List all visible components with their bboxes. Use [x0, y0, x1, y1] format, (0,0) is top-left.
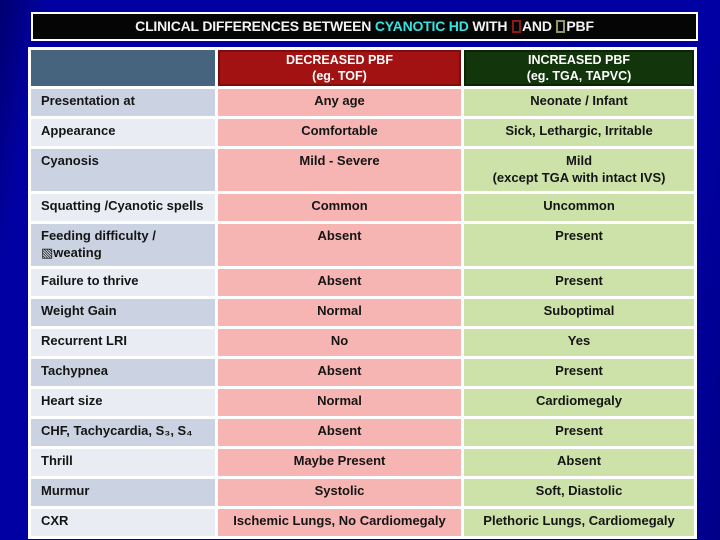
title-prefix: CLINICAL DIFFERENCES BETWEEN: [135, 18, 375, 34]
table-row-thrill: Thrill Maybe Present Absent: [31, 449, 694, 476]
increased-value: Cardiomegaly: [464, 389, 694, 416]
decreased-value: Mild - Severe: [217, 149, 462, 191]
decreased-value: Any age: [217, 89, 462, 116]
increased-pbf-header: INCREASED PBF (eg. TGA, TAPVC): [464, 50, 694, 86]
row-label: Squatting /Cyanotic spells: [31, 194, 215, 221]
increased-value: Plethoric Lungs, Cardiomegaly: [464, 509, 694, 536]
row-label: Appearance: [31, 119, 215, 146]
increased-value: Present: [464, 269, 694, 296]
increased-value: Present: [464, 224, 694, 266]
title-highlight: CYANOTIC HD: [374, 18, 469, 34]
increased-value: Soft, Diastolic: [464, 479, 694, 506]
row-label: CHF, Tachycardia, S₃, S₄: [31, 419, 215, 446]
comparison-table-container: DECREASED PBF (eg. TOF) INCREASED PBF (e…: [28, 47, 697, 539]
table-row-heart-size: Heart size Normal Cardiomegaly: [31, 389, 694, 416]
table-row-presentation: Presentation at Any age Neonate / Infant: [31, 89, 694, 116]
row-label: Heart size: [31, 389, 215, 416]
table-row-feeding: Feeding difficulty / ▧weating Absent Pre…: [31, 224, 694, 266]
table-row-chf: CHF, Tachycardia, S₃, S₄ Absent Present: [31, 419, 694, 446]
row-label: Feeding difficulty / ▧weating: [31, 224, 215, 266]
table-row-murmur: Murmur Systolic Soft, Diastolic: [31, 479, 694, 506]
row-label: Cyanosis: [31, 149, 215, 191]
decreased-value: Absent: [217, 359, 462, 386]
decreased-value: Absent: [217, 224, 462, 266]
table-row-recurrent-lri: Recurrent LRI No Yes: [31, 329, 694, 356]
increased-value: Yes: [464, 329, 694, 356]
title-suffix: PBF: [566, 18, 594, 34]
decreased-value: Absent: [217, 419, 462, 446]
increased-value: Present: [464, 419, 694, 446]
decreased-pbf-header: DECREASED PBF (eg. TOF): [217, 50, 462, 86]
comparison-table: DECREASED PBF (eg. TOF) INCREASED PBF (e…: [28, 47, 697, 539]
table-row-squatting: Squatting /Cyanotic spells Common Uncomm…: [31, 194, 694, 221]
decreased-value: Ischemic Lungs, No Cardiomegaly: [217, 509, 462, 536]
increased-value: Sick, Lethargic, Irritable: [464, 119, 694, 146]
increased-arrow-glyph-box: [556, 20, 566, 33]
decreased-value: Maybe Present: [217, 449, 462, 476]
slide-title: CLINICAL DIFFERENCES BETWEEN CYANOTIC HD…: [31, 12, 698, 41]
table-row-appearance: Appearance Comfortable Sick, Lethargic, …: [31, 119, 694, 146]
corner-header-cell: [31, 50, 215, 86]
row-label: Recurrent LRI: [31, 329, 215, 356]
row-label: Failure to thrive: [31, 269, 215, 296]
decreased-value: Systolic: [217, 479, 462, 506]
title-middle: WITH: [468, 18, 511, 34]
decreased-value: Normal: [217, 299, 462, 326]
row-label: Presentation at: [31, 89, 215, 116]
table-row-weight-gain: Weight Gain Normal Suboptimal: [31, 299, 694, 326]
increased-value: Present: [464, 359, 694, 386]
increased-value: Mild (except TGA with intact IVS): [464, 149, 694, 191]
increased-value: Uncommon: [464, 194, 694, 221]
title-and: AND: [522, 18, 556, 34]
increased-value: Suboptimal: [464, 299, 694, 326]
decreased-value: Common: [217, 194, 462, 221]
increased-value: Neonate / Infant: [464, 89, 694, 116]
table-row-cyanosis: Cyanosis Mild - Severe Mild (except TGA …: [31, 149, 694, 191]
header-row: DECREASED PBF (eg. TOF) INCREASED PBF (e…: [31, 50, 694, 86]
decreased-value: Absent: [217, 269, 462, 296]
increased-value: Absent: [464, 449, 694, 476]
decreased-value: Normal: [217, 389, 462, 416]
row-label: Weight Gain: [31, 299, 215, 326]
table-row-failure-to-thrive: Failure to thrive Absent Present: [31, 269, 694, 296]
table-row-tachypnea: Tachypnea Absent Present: [31, 359, 694, 386]
decreased-arrow-glyph-box: [512, 20, 521, 33]
table-row-cxr: CXR Ischemic Lungs, No Cardiomegaly Plet…: [31, 509, 694, 536]
row-label: CXR: [31, 509, 215, 536]
row-label: Murmur: [31, 479, 215, 506]
row-label: Tachypnea: [31, 359, 215, 386]
decreased-value: Comfortable: [217, 119, 462, 146]
row-label: Thrill: [31, 449, 215, 476]
decreased-value: No: [217, 329, 462, 356]
